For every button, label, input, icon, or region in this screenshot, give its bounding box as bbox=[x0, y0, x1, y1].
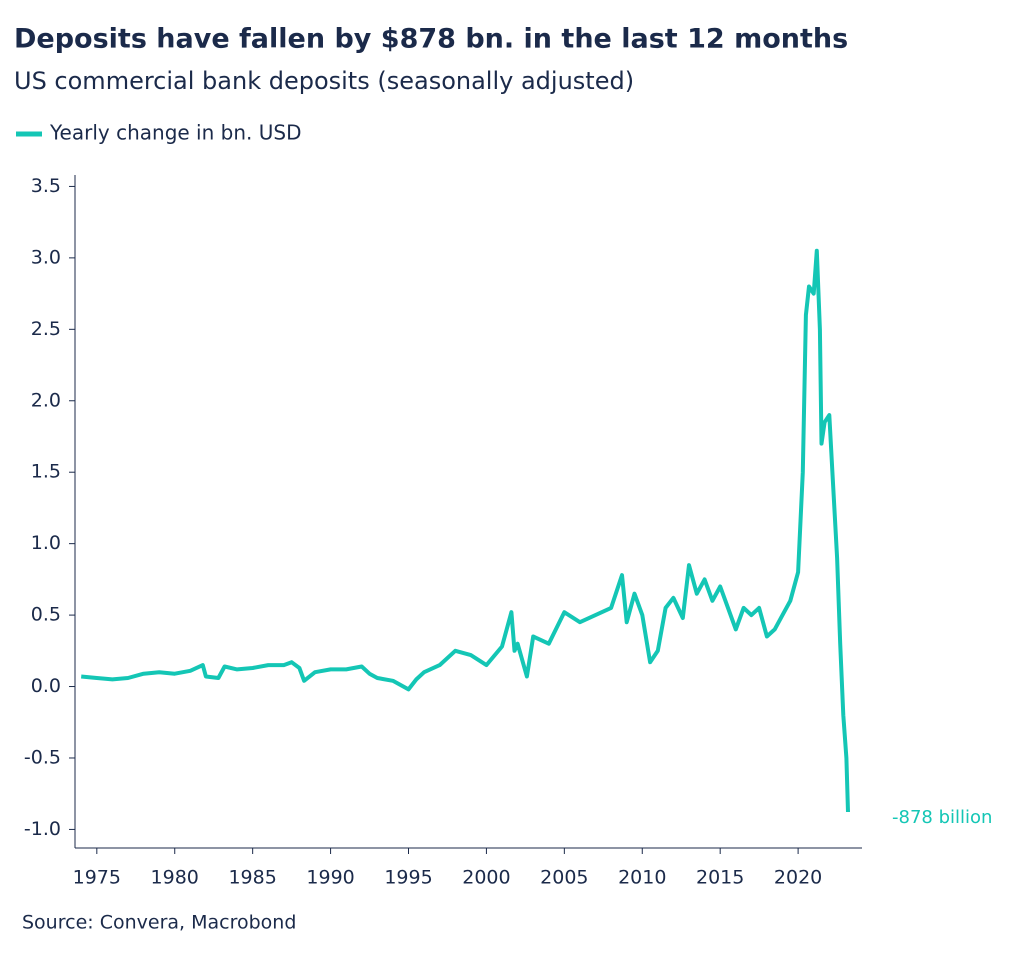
annotation: -878 billion bbox=[892, 807, 992, 828]
y-tick-label: 3.5 bbox=[31, 175, 61, 197]
x-tick-label: 1985 bbox=[228, 867, 276, 889]
y-tick-label: 1.5 bbox=[31, 461, 61, 483]
chart-title: Deposits have fallen by $878 bn. in the … bbox=[14, 24, 848, 55]
legend-label: Yearly change in bn. USD bbox=[49, 121, 301, 145]
x-tick-label: 1995 bbox=[384, 867, 432, 889]
x-tick-label: 1990 bbox=[306, 867, 354, 889]
x-tick-label: 2020 bbox=[774, 867, 822, 889]
chart-subtitle: US commercial bank deposits (seasonally … bbox=[14, 67, 634, 95]
y-tick-label: -0.5 bbox=[24, 746, 61, 768]
data-line bbox=[81, 248, 850, 813]
y-tick-label: 2.5 bbox=[31, 318, 61, 340]
x-tick-label: 2005 bbox=[540, 867, 588, 889]
source: Source: Convera, Macrobond bbox=[22, 912, 296, 934]
y-tick-label: 2.0 bbox=[31, 389, 61, 411]
y-tick-label: 1.0 bbox=[31, 532, 61, 554]
x-tick-label: 1980 bbox=[151, 867, 199, 889]
x-tick-label: 1975 bbox=[73, 867, 121, 889]
y-tick-label: 3.0 bbox=[31, 246, 61, 268]
x-tick-label: 2000 bbox=[462, 867, 510, 889]
y-tick-label: -1.0 bbox=[24, 818, 61, 840]
y-tick-label: 0.0 bbox=[31, 675, 61, 697]
x-tick-label: 2010 bbox=[618, 867, 666, 889]
y-tick-label: 0.5 bbox=[31, 604, 61, 626]
x-tick-label: 2015 bbox=[696, 867, 744, 889]
